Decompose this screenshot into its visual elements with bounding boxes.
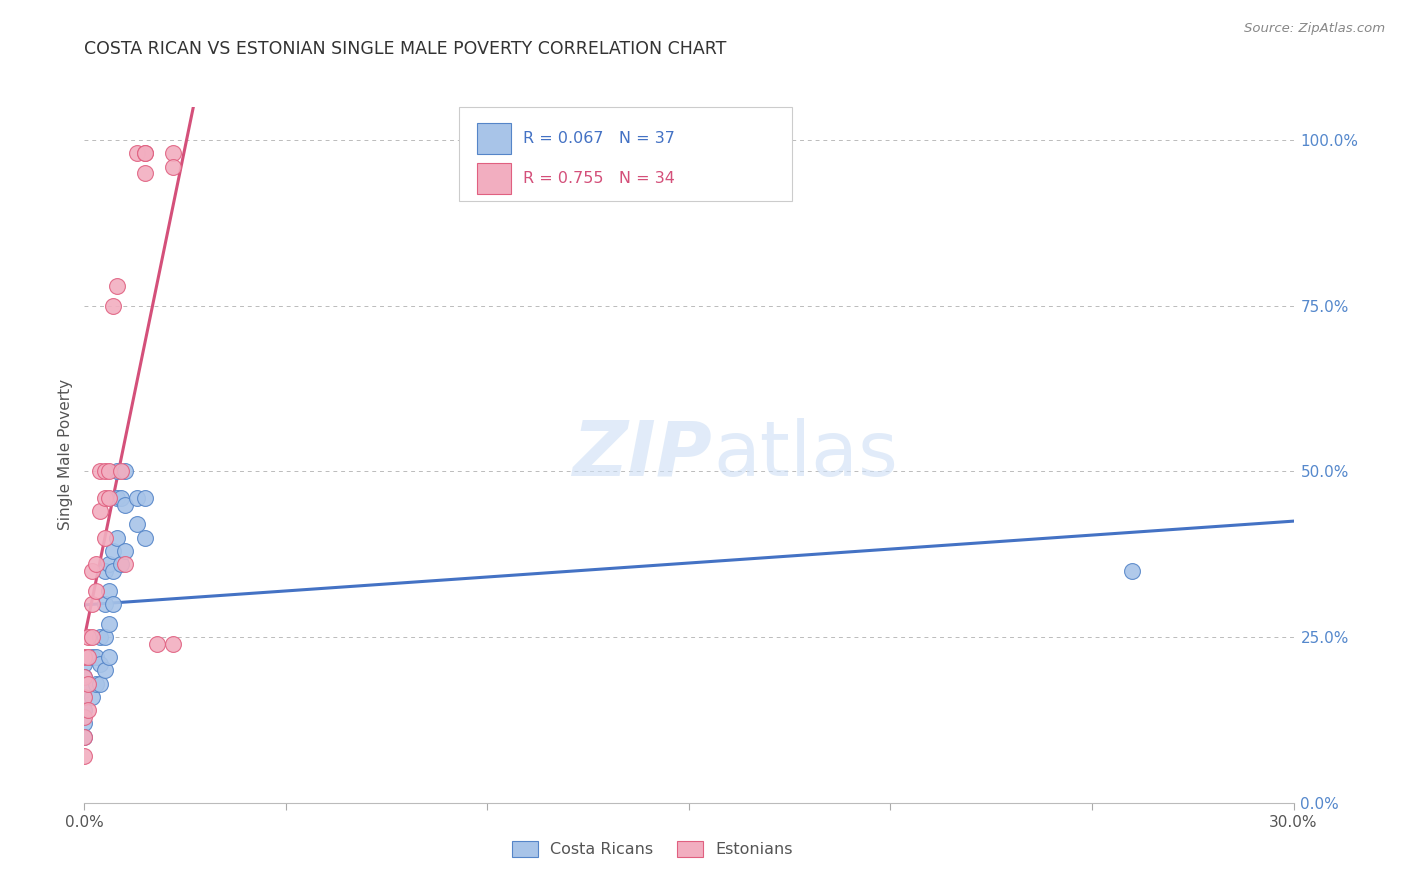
Point <box>82 630 104 644</box>
Point <box>82 650 104 665</box>
Point <box>105 279 128 293</box>
Point <box>73 730 96 744</box>
Point <box>73 650 96 665</box>
Text: Source: ZipAtlas.com: Source: ZipAtlas.com <box>1244 22 1385 36</box>
Point <box>82 690 104 704</box>
Point <box>73 670 96 684</box>
Point <box>97 583 120 598</box>
Point <box>86 583 108 598</box>
Point <box>73 670 96 684</box>
Point <box>134 146 156 161</box>
Point <box>101 597 124 611</box>
Point <box>89 657 111 671</box>
Point <box>89 504 111 518</box>
Point <box>134 491 156 505</box>
Point <box>146 637 169 651</box>
Point <box>73 683 96 698</box>
Point <box>86 650 108 665</box>
Point <box>73 730 96 744</box>
Point <box>125 146 148 161</box>
FancyBboxPatch shape <box>478 123 512 154</box>
Point <box>77 676 100 690</box>
FancyBboxPatch shape <box>460 107 792 201</box>
Point <box>93 663 115 677</box>
Text: atlas: atlas <box>713 418 898 491</box>
Point <box>110 465 132 479</box>
Point <box>110 491 132 505</box>
Point <box>93 531 115 545</box>
Point <box>125 517 148 532</box>
Point <box>134 166 156 180</box>
Point <box>77 703 100 717</box>
Point <box>86 676 108 690</box>
Point <box>73 690 96 704</box>
Point <box>1121 564 1143 578</box>
Point <box>134 146 156 161</box>
Point <box>162 637 184 651</box>
Point <box>73 657 96 671</box>
Point <box>105 491 128 505</box>
Legend: Costa Ricans, Estonians: Costa Ricans, Estonians <box>512 841 793 857</box>
Point <box>93 564 115 578</box>
Point <box>97 650 120 665</box>
Point <box>89 630 111 644</box>
Point <box>77 650 100 665</box>
Point <box>134 531 156 545</box>
Point <box>101 299 124 313</box>
Point <box>114 558 136 572</box>
Point <box>86 558 108 572</box>
Point <box>89 676 111 690</box>
Point <box>105 531 128 545</box>
Point <box>77 630 100 644</box>
Point <box>162 146 184 161</box>
Point <box>93 630 115 644</box>
Point <box>97 558 120 572</box>
Text: R = 0.067   N = 37: R = 0.067 N = 37 <box>523 131 675 146</box>
Point <box>110 558 132 572</box>
Y-axis label: Single Male Poverty: Single Male Poverty <box>58 379 73 531</box>
Point <box>114 498 136 512</box>
Point <box>114 544 136 558</box>
Point <box>89 465 111 479</box>
Point <box>73 709 96 723</box>
Point <box>93 465 115 479</box>
Text: ZIP: ZIP <box>574 418 713 491</box>
Point <box>97 616 120 631</box>
Point <box>162 160 184 174</box>
Point <box>125 491 148 505</box>
Point <box>73 703 96 717</box>
Point <box>73 716 96 731</box>
Point <box>105 465 128 479</box>
FancyBboxPatch shape <box>478 162 512 194</box>
Point <box>82 597 104 611</box>
Point <box>82 564 104 578</box>
Point <box>114 465 136 479</box>
Point <box>101 564 124 578</box>
Point <box>97 465 120 479</box>
Point <box>97 491 120 505</box>
Text: COSTA RICAN VS ESTONIAN SINGLE MALE POVERTY CORRELATION CHART: COSTA RICAN VS ESTONIAN SINGLE MALE POVE… <box>84 40 727 58</box>
Point <box>93 597 115 611</box>
Text: R = 0.755   N = 34: R = 0.755 N = 34 <box>523 171 675 186</box>
Point <box>101 544 124 558</box>
Point <box>73 749 96 764</box>
Point <box>93 491 115 505</box>
